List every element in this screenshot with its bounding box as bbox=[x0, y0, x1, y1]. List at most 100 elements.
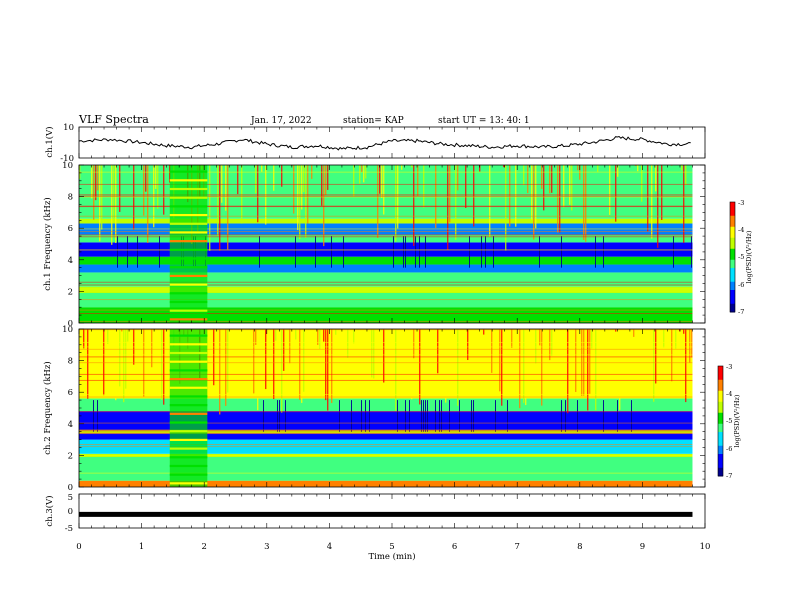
spectrogram-streak bbox=[335, 329, 337, 335]
colorbar-swatch bbox=[730, 306, 735, 310]
xtick-5: 5 bbox=[389, 542, 394, 552]
spectrogram-streak bbox=[491, 329, 493, 373]
spectrogram-streak bbox=[575, 329, 577, 392]
spectrogram-streak bbox=[305, 165, 307, 238]
xtick-4: 4 bbox=[327, 542, 332, 552]
spectrogram-event-block bbox=[169, 165, 208, 323]
spectrogram-streak bbox=[597, 165, 599, 172]
spectrogram-streak bbox=[647, 165, 649, 232]
spectrogram-line bbox=[79, 236, 705, 238]
colorbar-swatch bbox=[730, 270, 735, 274]
spectrogram-streak bbox=[93, 165, 95, 220]
spectrogram-line bbox=[79, 354, 705, 356]
spectrogram-event-stripe bbox=[169, 240, 208, 243]
spectrogram-streak bbox=[317, 329, 319, 345]
spectrogram-streak bbox=[93, 400, 94, 432]
spectrogram-streak bbox=[359, 165, 361, 184]
spectrogram-streak bbox=[481, 236, 482, 268]
spectrogram-event-stripe bbox=[169, 404, 208, 407]
spectrogram-line bbox=[79, 433, 705, 435]
spectrogram-streak bbox=[379, 165, 381, 194]
spectrogram-line bbox=[79, 249, 705, 251]
spectrogram-streak bbox=[549, 165, 551, 194]
spectrogram-line bbox=[79, 411, 705, 413]
spectrogram-streak bbox=[485, 236, 486, 268]
spectrogram-streak bbox=[465, 165, 467, 209]
spectrogram-event-stripe bbox=[169, 170, 208, 173]
spectrogram-event-stripe bbox=[169, 343, 208, 346]
ch1-cb-tick-1: -4 bbox=[738, 226, 744, 234]
spectrogram-streak bbox=[303, 329, 305, 392]
colorbar-swatch bbox=[718, 396, 723, 400]
spectrogram-streak bbox=[681, 165, 683, 171]
colorbar-swatch bbox=[718, 388, 723, 392]
spectrogram-streak bbox=[405, 400, 406, 432]
spectrogram-streak bbox=[127, 329, 129, 342]
spectrogram-streak bbox=[265, 329, 267, 390]
ch2-cb-tick-3: -6 bbox=[726, 445, 732, 453]
colorbar-swatch bbox=[730, 292, 735, 296]
colorbar-swatch bbox=[718, 410, 723, 414]
ch2-colorbar: -3 -4 -5 -6 -7 log(PSD)(V²/Hz) bbox=[717, 363, 741, 480]
ch2-colorbar-gradient bbox=[718, 366, 723, 477]
colorbar-swatch bbox=[730, 226, 735, 230]
colorbar-swatch bbox=[730, 232, 735, 236]
spectrogram-streak bbox=[685, 165, 687, 185]
spectrogram-streak bbox=[327, 165, 329, 190]
spectrogram-line bbox=[79, 194, 705, 196]
spectrogram-streak bbox=[483, 329, 485, 335]
spectrogram-streak bbox=[557, 165, 559, 233]
colorbar-swatch bbox=[730, 273, 735, 277]
spectrogram-event-stripe bbox=[169, 179, 208, 182]
spectrogram-streak bbox=[541, 329, 543, 406]
colorbar-swatch bbox=[730, 213, 735, 217]
spectrogram-streak bbox=[661, 165, 663, 220]
xtick-6: 6 bbox=[452, 542, 457, 552]
ch1-voltage-trace bbox=[78, 135, 691, 151]
xtick-1: 1 bbox=[139, 542, 144, 552]
spectrogram-streak bbox=[111, 165, 113, 245]
spectrogram-streak bbox=[365, 400, 366, 432]
spectrogram-line bbox=[79, 472, 705, 474]
spectrogram-streak bbox=[411, 329, 413, 400]
spectrogram-event-stripe bbox=[169, 309, 208, 312]
colorbar-swatch bbox=[718, 465, 723, 469]
spectrogram-streak bbox=[489, 165, 491, 237]
spectrogram-line bbox=[79, 348, 705, 350]
spectrogram-streak bbox=[163, 165, 165, 215]
spectrogram-streak bbox=[641, 165, 643, 202]
spectrogram-streak bbox=[449, 400, 450, 432]
colorbar-swatch bbox=[718, 456, 723, 460]
spectrogram-streak bbox=[119, 329, 121, 387]
spectrogram-streak bbox=[689, 329, 691, 363]
spectrogram-streak bbox=[467, 329, 469, 361]
spectrogram-band bbox=[79, 234, 705, 243]
spectrogram-streak bbox=[381, 165, 383, 199]
spectrogram-streak bbox=[115, 329, 117, 401]
spectrogram-streak bbox=[403, 236, 404, 268]
spectrogram-streak bbox=[225, 165, 227, 211]
spectrogram-streak bbox=[503, 165, 505, 168]
colorbar-swatch bbox=[718, 434, 723, 438]
spectrogram-streak bbox=[499, 329, 501, 392]
spectrogram-band bbox=[79, 433, 705, 440]
colorbar-swatch bbox=[730, 235, 735, 239]
spectrogram-streak bbox=[369, 400, 370, 432]
spectrogram-event-stripe bbox=[169, 395, 208, 398]
ch2-freq-tick-2: 2 bbox=[68, 451, 73, 461]
spectrogram-event-stripe bbox=[169, 377, 208, 381]
ch1-freq-tick-10: 10 bbox=[62, 161, 73, 171]
spectrogram-event-stripe bbox=[169, 300, 208, 304]
ch1-voltage-panel: 10 -10 ch.1(V) bbox=[44, 123, 706, 164]
ch1-cb-tick-3: -6 bbox=[738, 281, 744, 289]
ch1-colorbar-gradient bbox=[730, 202, 735, 313]
colorbar-swatch bbox=[718, 467, 723, 471]
spectrogram-band bbox=[79, 292, 705, 308]
colorbar-swatch bbox=[718, 368, 723, 372]
spectrogram-streak bbox=[493, 329, 495, 371]
spectrogram-streak bbox=[603, 236, 604, 268]
spectrogram-line bbox=[79, 231, 705, 233]
spectrogram-streak bbox=[343, 236, 344, 268]
spectrogram-streak bbox=[383, 165, 385, 215]
spectrogram-event-stripe bbox=[169, 334, 208, 337]
